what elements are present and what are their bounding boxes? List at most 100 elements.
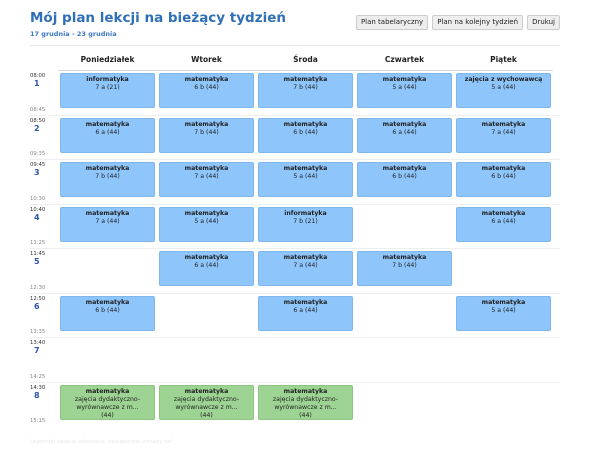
lesson-cell[interactable]: matematyka 6 a (44) [159,251,254,286]
lesson-cell[interactable]: matematyka zajęcia dydaktyczno-wyrównawcz… [258,384,353,420]
lesson-subject: matematyka [184,120,229,128]
lesson-subject: matematyka [85,298,130,306]
period-number: 4 [34,212,40,222]
lesson-cell[interactable]: matematyka 6 a (44) [258,295,353,331]
date-range: 17 grudnia - 23 grudnia [30,30,117,38]
lesson-subject: matematyka [283,254,328,261]
period-start-time: 08:50 [30,117,46,124]
lesson-description: zajęcia dydaktyczno-wyrównawcze z m... [272,395,339,411]
lesson-class: 7 b (44) [194,128,219,136]
lesson-subject: matematyka [481,165,526,172]
lesson-subject: informatyka [86,76,129,83]
day-header: Czwartek [355,50,454,71]
lesson-subject: matematyka [481,298,526,306]
lesson-subject: matematyka [283,387,328,395]
lesson-class: 7 b (44) [392,262,417,269]
next-week-plan-button[interactable]: Plan na kolejny tydzień [432,15,524,30]
lesson-class: 6 a (44) [491,217,516,225]
period-end-time: 15:15 [30,418,46,424]
lesson-class: 6 b (44) [392,173,417,180]
lesson-cell[interactable]: informatyka 7 b (21) [258,206,353,242]
lesson-cell[interactable]: matematyka 6 b (44) [60,295,155,331]
toolbar: Plan tabelaryczny Plan na kolejny tydzie… [355,15,560,30]
lesson-subject: matematyka [382,120,427,128]
lesson-class: 7 b (21) [293,217,318,225]
lesson-class: 6 a (44) [392,128,417,136]
lesson-subject: matematyka [283,298,328,306]
lesson-class: 7 b (44) [293,84,318,91]
row-divider [30,114,560,116]
row-divider [30,292,560,294]
day-header: Środa [256,50,355,71]
lesson-cell[interactable]: matematyka 6 b (44) [456,162,551,197]
lesson-subject: matematyka [184,209,229,217]
lesson-cell[interactable]: matematyka 7 b (44) [258,73,353,108]
lesson-cell[interactable]: matematyka 6 b (44) [357,162,452,197]
lesson-cell[interactable]: matematyka 7 b (44) [159,117,254,153]
lesson-description: zajęcia dydaktyczno-wyrównawcze z m... [173,395,240,411]
period-end-time: 14:25 [30,373,46,380]
period-end-time: 08:45 [30,106,46,113]
timetable-grid: Poniedziałek Wtorek Środa Czwartek Piątek 08:… [30,50,560,428]
lesson-cell[interactable]: informatyka 7 a (21) [60,73,155,108]
lesson-subject: matematyka [481,209,526,217]
lesson-cell[interactable]: matematyka 7 b (44) [357,251,452,286]
print-button[interactable]: Drukuj [527,15,560,30]
lesson-cell[interactable]: matematyka 6 a (44) [357,117,452,153]
lesson-cell[interactable]: matematyka 5 a (44) [357,73,452,108]
period-number: 7 [34,346,40,355]
period-number: 2 [34,123,40,133]
period-number: 6 [34,301,40,311]
lesson-cell[interactable]: matematyka 6 b (44) [159,73,254,108]
period-number: 3 [34,168,40,177]
lesson-class: 7 a (44) [491,128,516,136]
lesson-cell[interactable]: matematyka 6 b (44) [258,117,353,153]
lesson-subject: informatyka [284,209,327,217]
lesson-subject: matematyka [382,254,427,261]
period-start-time: 10:40 [30,206,46,213]
period-start-time: 08:00 [30,73,46,79]
lesson-subject: matematyka [85,165,130,172]
lesson-cell[interactable]: matematyka 5 a (44) [258,162,353,197]
day-header: Piątek [454,50,553,71]
period-start-time: 13:40 [30,340,46,346]
lesson-class: 6 b (44) [95,306,120,314]
period-end-time: 12:30 [30,284,46,291]
lesson-subject: matematyka [85,387,130,395]
lesson-cell[interactable]: matematyka 7 b (44) [60,162,155,197]
lesson-subject: matematyka [382,76,427,83]
lesson-cell[interactable]: matematyka 7 a (44) [258,251,353,286]
lesson-description: zajęcia dydaktyczno-wyrównawcze z m... [74,395,141,411]
period-number: 5 [34,257,40,266]
lesson-cell[interactable]: matematyka 5 a (44) [159,206,254,242]
lesson-class: 6 b (44) [293,128,318,136]
row-divider [30,203,560,205]
lesson-cell[interactable]: matematyka 5 a (44) [456,295,551,331]
lesson-cell[interactable]: matematyka 7 a (44) [60,206,155,242]
lesson-class: 6 a (44) [95,128,120,136]
lesson-class: 5 a (44) [491,306,516,314]
lesson-class: 5 a (44) [392,84,417,91]
footer-legend: Legenda: zajęcia odwołane, zastępstwa, z… [30,439,172,445]
lesson-class: 6 b (44) [194,84,219,91]
lesson-subject: matematyka [481,120,526,128]
row-divider [30,381,560,383]
lesson-subject: matematyka [184,76,229,83]
table-plan-button[interactable]: Plan tabelaryczny [355,15,429,30]
lesson-cell[interactable]: matematyka 7 a (44) [456,117,551,153]
day-header: Wtorek [157,50,256,71]
row-divider [30,337,560,338]
lesson-cell[interactable]: matematyka 6 a (44) [60,117,155,153]
day-header: Poniedziałek [58,50,157,71]
lesson-cell[interactable]: matematyka zajęcia dydaktyczno-wyrównawcz… [60,384,155,420]
row-divider [30,248,560,249]
lesson-cell[interactable]: matematyka zajęcia dydaktyczno-wyrównawcz… [159,384,254,420]
period-number: 8 [34,390,40,400]
lesson-class: 5 a (44) [491,84,516,91]
lesson-class: 5 a (44) [194,217,219,225]
lesson-cell[interactable]: matematyka 7 a (44) [159,162,254,197]
lesson-subject: matematyka [85,209,130,217]
period-start-time: 11:45 [30,251,46,257]
lesson-cell[interactable]: matematyka 6 a (44) [456,206,551,242]
lesson-cell[interactable]: zajęcia z wychowawcą 5 a (44) [456,73,551,108]
